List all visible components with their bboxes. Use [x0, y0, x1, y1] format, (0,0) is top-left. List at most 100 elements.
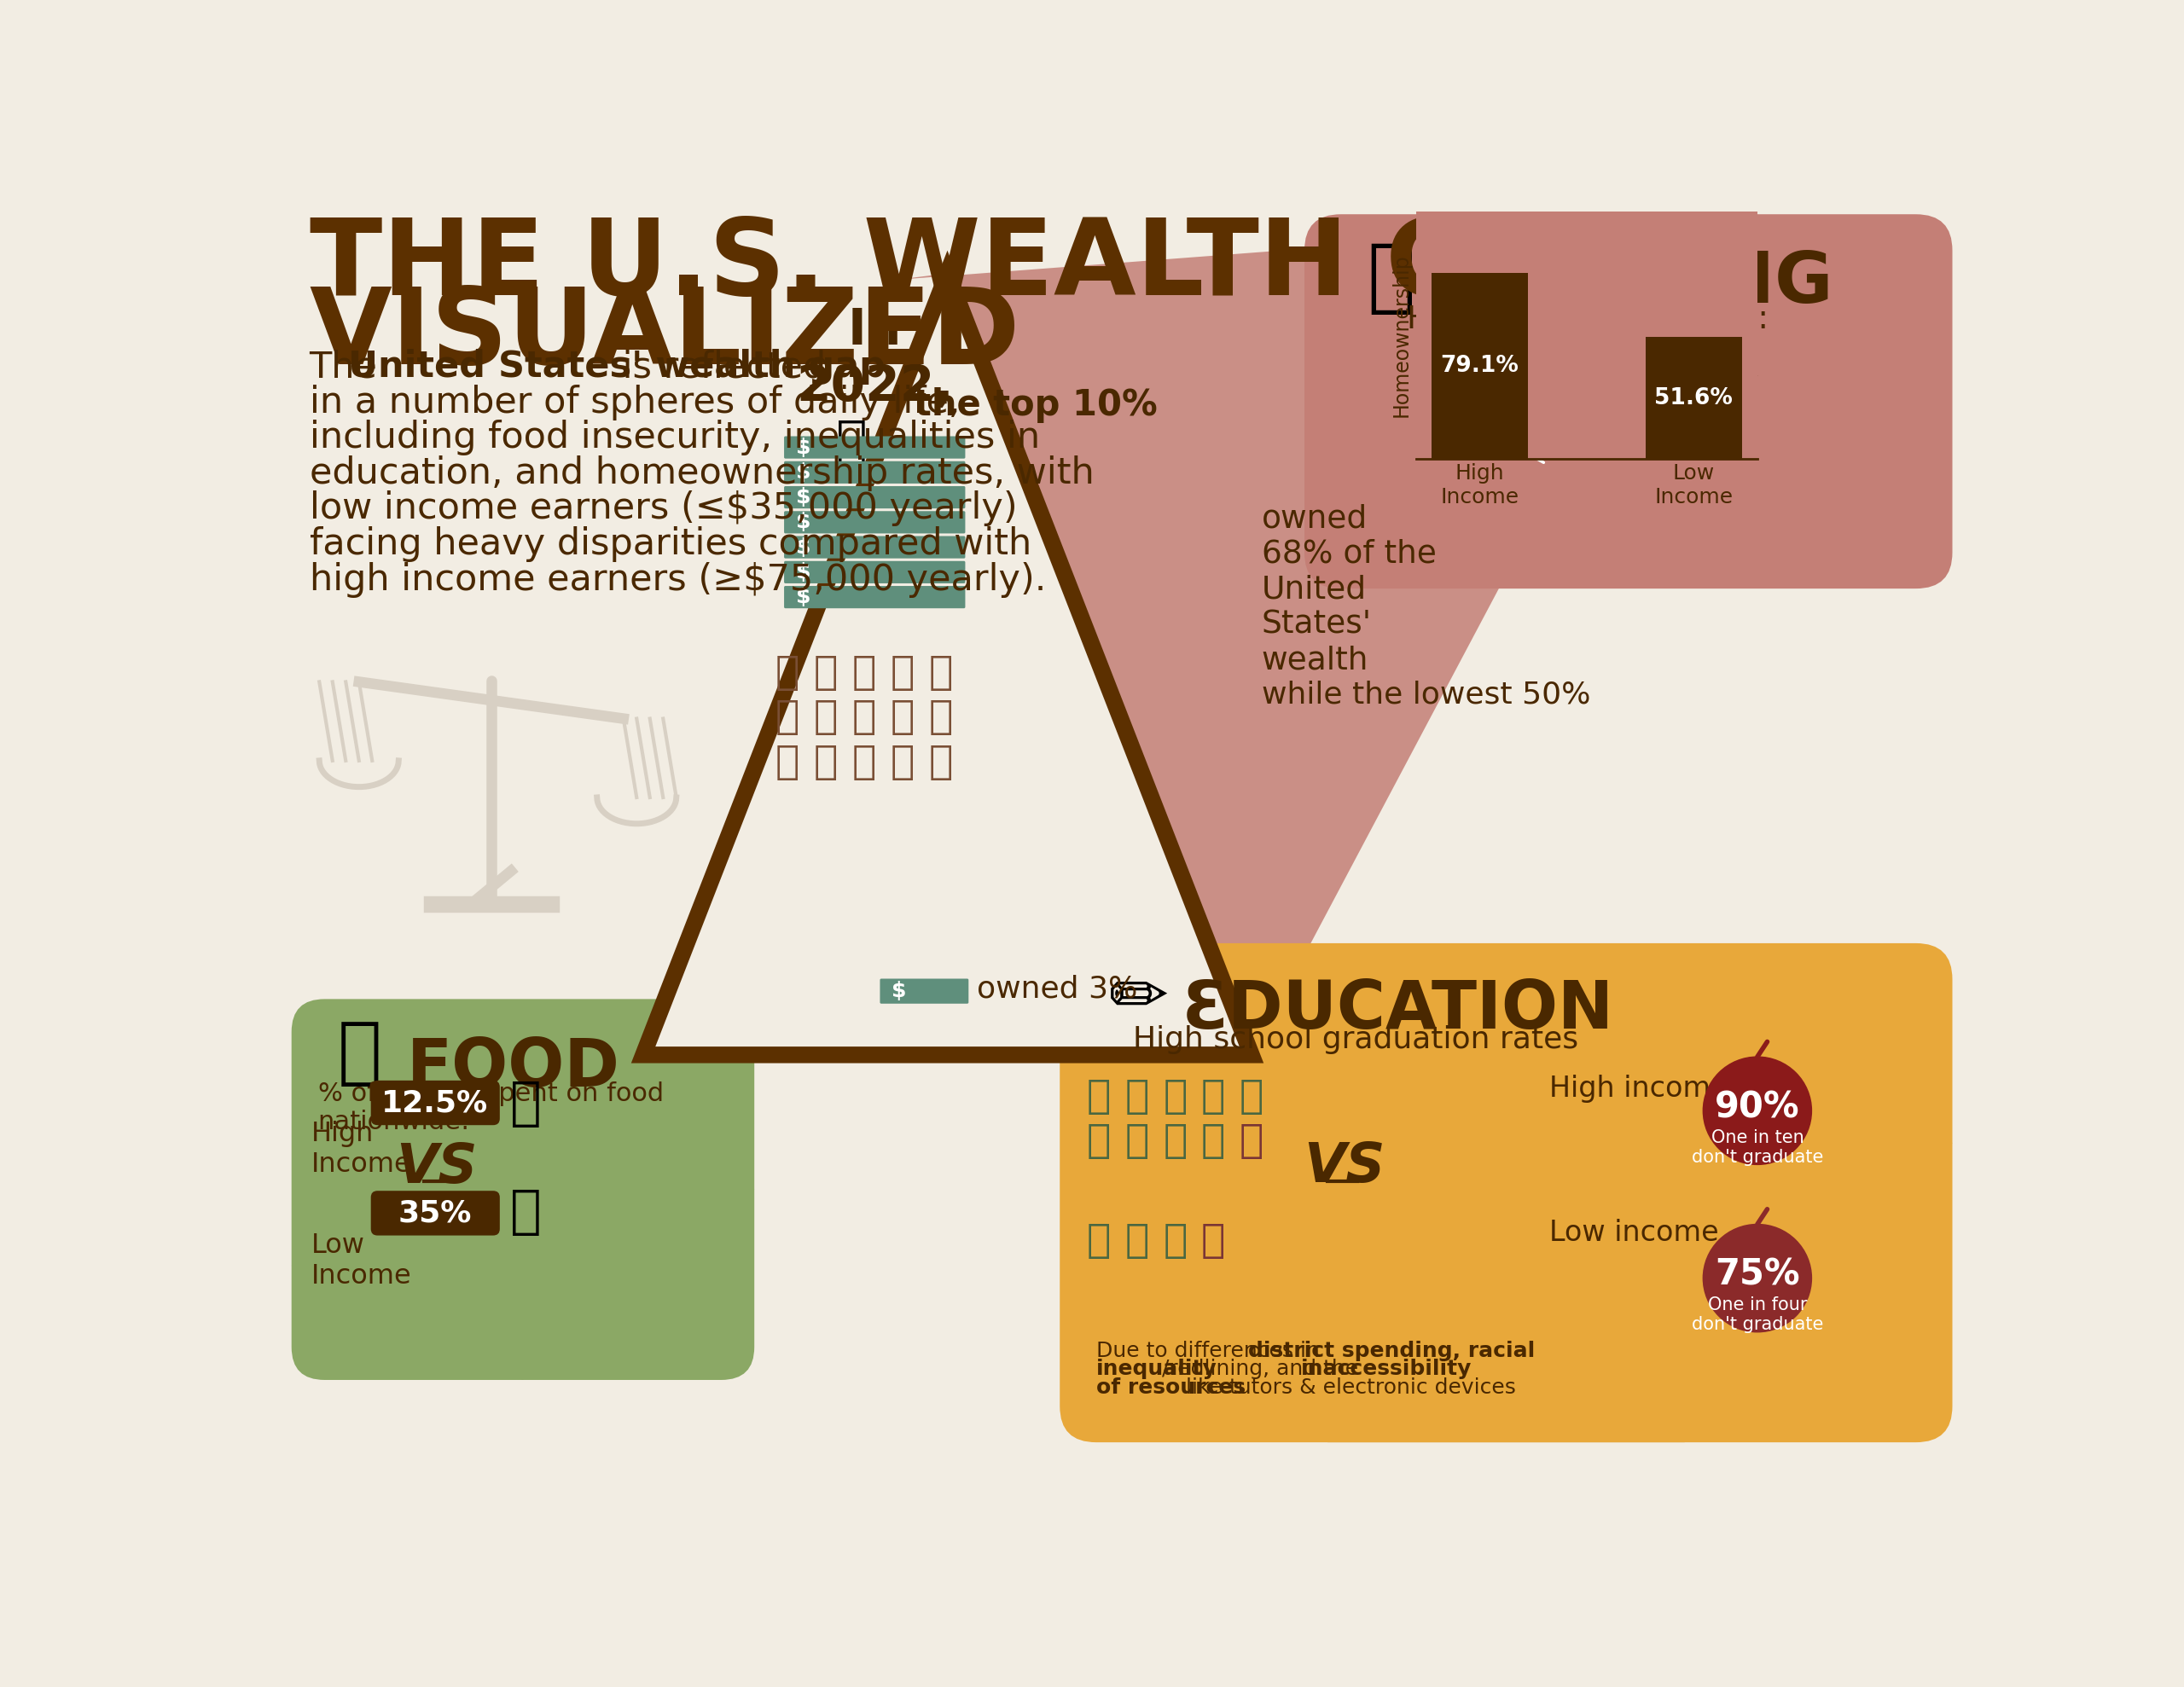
Circle shape [1704, 1056, 1811, 1164]
Text: Nearly 50%
more than Low
Income: Nearly 50% more than Low Income [1535, 346, 1758, 462]
Text: 👤: 👤 [891, 698, 915, 737]
Text: High
Income: High Income [312, 1120, 413, 1178]
Text: education, and homeownership rates, with: education, and homeownership rates, with [310, 455, 1094, 491]
Text: One in four
don't graduate: One in four don't graduate [1690, 1297, 1824, 1333]
FancyBboxPatch shape [784, 536, 965, 558]
Polygon shape [895, 214, 1758, 1054]
Text: $: $ [795, 488, 810, 508]
Text: high income earners (≥$75,000 yearly).: high income earners (≥$75,000 yearly). [310, 562, 1046, 597]
Text: Homeownership rates:: Homeownership rates: [1406, 305, 1769, 336]
Text: 👤: 👤 [1162, 1078, 1188, 1117]
Text: 👤: 👤 [775, 655, 799, 693]
FancyBboxPatch shape [784, 511, 965, 533]
Text: 🏠: 🏠 [1367, 240, 1415, 317]
Text: 👤: 👤 [928, 655, 952, 693]
Text: the top 10%: the top 10% [915, 386, 1158, 423]
Text: 👤: 👤 [1162, 1223, 1188, 1260]
Text: /redlining, and the: /redlining, and the [1162, 1360, 1365, 1380]
Text: 👤: 👤 [852, 698, 876, 737]
FancyBboxPatch shape [371, 1191, 500, 1235]
FancyBboxPatch shape [784, 562, 965, 584]
Text: ƐDUCATION: ƐDUCATION [1182, 977, 1614, 1043]
FancyBboxPatch shape [880, 978, 968, 1004]
Text: 👤: 👤 [1085, 1223, 1109, 1260]
Text: 👤: 👤 [1125, 1223, 1149, 1260]
Text: is reflected: is reflected [612, 349, 826, 385]
FancyBboxPatch shape [290, 999, 753, 1380]
Text: VISUALIZED: VISUALIZED [310, 283, 1020, 386]
Text: HOUSING: HOUSING [1459, 248, 1832, 317]
Text: of resources: of resources [1096, 1377, 1245, 1399]
Circle shape [1704, 1225, 1811, 1333]
Text: 💵: 💵 [509, 1080, 542, 1129]
FancyBboxPatch shape [1304, 214, 1952, 589]
Text: 👤: 👤 [1201, 1122, 1225, 1161]
Text: THE U.S. WEALTH GAP: THE U.S. WEALTH GAP [310, 214, 1634, 317]
Text: High income: High income [1548, 1075, 1728, 1103]
Text: Low
Income: Low Income [312, 1232, 413, 1289]
Text: 👤: 👤 [1241, 1122, 1265, 1161]
Text: while the lowest 50%: while the lowest 50% [1262, 680, 1590, 710]
Bar [1433, 273, 1529, 459]
Text: 👤: 👤 [891, 744, 915, 783]
Text: 👤: 👤 [1162, 1122, 1188, 1161]
Text: in a number of spheres of daily life,: in a number of spheres of daily life, [310, 385, 961, 420]
Text: 💰: 💰 [509, 1188, 542, 1238]
Text: VS: VS [395, 1142, 478, 1194]
Text: $: $ [795, 587, 810, 607]
Text: 👤: 👤 [1085, 1078, 1109, 1117]
Text: 👤: 👤 [815, 744, 839, 783]
Polygon shape [290, 1054, 753, 1380]
Text: 👤: 👤 [928, 698, 952, 737]
Text: % of budget spent on food
nationwide:: % of budget spent on food nationwide: [319, 1081, 664, 1135]
Text: 75%: 75% [1714, 1257, 1800, 1292]
Text: 90%: 90% [1714, 1090, 1800, 1125]
Text: 👤: 👤 [852, 655, 876, 693]
Text: United States' wealth gap: United States' wealth gap [347, 349, 885, 385]
Text: 👤: 👤 [836, 418, 867, 469]
Text: 👤: 👤 [891, 655, 915, 693]
Text: 👤: 👤 [815, 698, 839, 737]
Text: including food insecurity, inequalities in: including food insecurity, inequalities … [310, 420, 1040, 455]
Text: 51.6%: 51.6% [1655, 386, 1732, 410]
Text: 👤: 👤 [852, 744, 876, 783]
Text: High school graduation rates: High school graduation rates [1133, 1026, 1579, 1054]
Text: 👤: 👤 [775, 698, 799, 737]
Polygon shape [644, 273, 1251, 1054]
Text: 👤: 👤 [1201, 1223, 1225, 1260]
Text: owned
68% of the
United
States'
wealth: owned 68% of the United States' wealth [1262, 503, 1437, 676]
Text: $: $ [795, 437, 810, 457]
Text: 👤: 👤 [775, 744, 799, 783]
Text: 35%: 35% [397, 1199, 472, 1228]
FancyBboxPatch shape [371, 1080, 500, 1125]
Text: $: $ [795, 462, 810, 482]
Text: VS: VS [1304, 1140, 1385, 1193]
Text: 👤: 👤 [1201, 1078, 1225, 1117]
Text: 👤: 👤 [1241, 1078, 1265, 1117]
Polygon shape [1251, 1054, 1952, 1442]
Text: 👤: 👤 [1125, 1122, 1149, 1161]
Text: $: $ [795, 513, 810, 533]
Text: Low income: Low income [1548, 1220, 1719, 1247]
Text: 79.1%: 79.1% [1441, 354, 1520, 376]
Text: 🍳: 🍳 [339, 1019, 382, 1090]
Text: facing heavy disparities compared with: facing heavy disparities compared with [310, 526, 1031, 562]
Text: 👤: 👤 [1085, 1122, 1109, 1161]
Text: ✏️: ✏️ [1109, 965, 1168, 1034]
Text: owned 3%: owned 3% [976, 975, 1138, 1004]
Y-axis label: Homeownership: Homeownership [1391, 253, 1411, 417]
Text: $: $ [795, 536, 810, 557]
Bar [1647, 337, 1743, 459]
FancyBboxPatch shape [784, 585, 965, 609]
Text: 👤: 👤 [928, 744, 952, 783]
Text: inequality: inequality [1096, 1360, 1216, 1380]
Text: 👤: 👤 [1125, 1078, 1149, 1117]
Text: In
2022,: In 2022, [795, 307, 954, 412]
Text: 12.5%: 12.5% [382, 1088, 489, 1117]
Text: low income earners (≤$35,000 yearly): low income earners (≤$35,000 yearly) [310, 491, 1018, 526]
Text: 👤: 👤 [815, 655, 839, 693]
Text: FOOD: FOOD [406, 1036, 620, 1100]
FancyBboxPatch shape [784, 437, 965, 459]
Text: like tutors & electronic devices: like tutors & electronic devices [1179, 1377, 1516, 1399]
Text: district spending, racial: district spending, racial [1249, 1341, 1535, 1361]
